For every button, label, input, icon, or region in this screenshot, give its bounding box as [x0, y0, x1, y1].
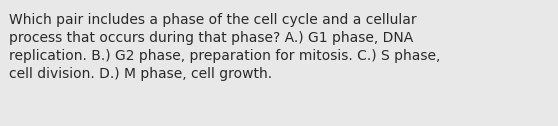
Text: Which pair includes a phase of the cell cycle and a cellular
process that occurs: Which pair includes a phase of the cell … — [9, 13, 440, 81]
